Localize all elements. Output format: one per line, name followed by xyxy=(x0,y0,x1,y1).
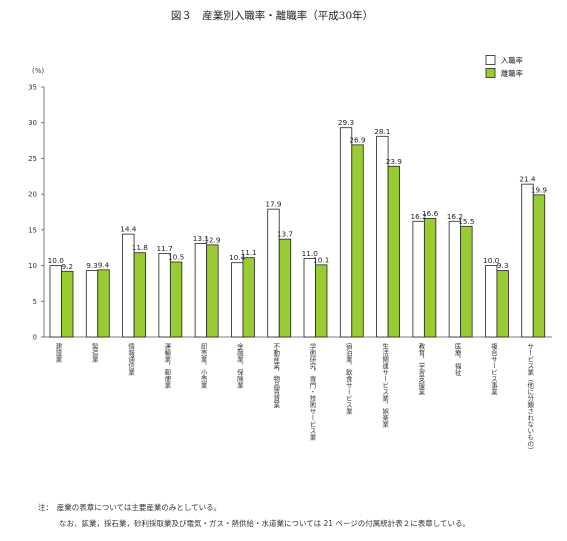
legend-label-separation-rate: 離職率 xyxy=(501,69,523,78)
category-label: 運輸業，郵便業 xyxy=(163,342,171,390)
value-label-separation-rate: 11.1 xyxy=(241,248,257,257)
y-tick-label: 20 xyxy=(28,191,37,199)
y-axis-unit-label: (%) xyxy=(32,67,44,75)
bar-separation-rate xyxy=(278,238,292,338)
value-labels: 10.09.2 9.3 9.414.411.8 11.710.513.112.910.… xyxy=(48,118,548,271)
legend-swatch-separation-rate xyxy=(485,68,496,78)
legend-label-hire-rate: 入職率 xyxy=(501,56,523,65)
category-label: サービス業（他に分類されないもの） xyxy=(526,343,534,454)
bar-hire-rate xyxy=(485,265,498,338)
bar-hire-rate xyxy=(376,135,389,338)
bars xyxy=(49,127,546,338)
bar-separation-rate xyxy=(133,252,146,338)
bar-separation-rate xyxy=(423,218,437,338)
value-label-hire-rate: 21.4 xyxy=(519,175,536,184)
value-label-separation-rate: 19.9 xyxy=(531,185,548,194)
footnote-2: なお、鉱業，採石業，砂利採取業及び電気・ガス・熱供給・水道業については 21 ペ… xyxy=(59,519,471,528)
value-label-separation-rate: 26.9 xyxy=(349,135,366,144)
category-label: 生活関連サービス業，娯楽業 xyxy=(381,342,389,429)
bar-separation-rate xyxy=(532,194,546,338)
value-label-hire-rate: 10.0 xyxy=(483,256,500,265)
bar-hire-rate xyxy=(412,220,425,338)
value-label-hire-rate: 16.2 xyxy=(447,212,463,221)
bar-hire-rate xyxy=(158,253,171,338)
y-tick-label: 5 xyxy=(33,298,37,306)
bar-separation-rate xyxy=(97,269,110,338)
value-label-separation-rate: 10.5 xyxy=(168,253,184,262)
value-label-hire-rate: 28.1 xyxy=(374,127,390,136)
bar-separation-rate xyxy=(206,244,219,338)
y-tick-label: 0 xyxy=(33,334,37,342)
category-label: 複合サービス事業 xyxy=(489,342,497,397)
bar-separation-rate xyxy=(315,264,328,338)
bar-hire-rate xyxy=(303,258,316,338)
category-labels: 建設業 製造業 情報通信業 運輸業，郵便業 卸売業，小売業 金融業，保険業 不動産業，物品賃… xyxy=(54,342,534,454)
value-label-hire-rate: 29.3 xyxy=(338,118,355,127)
value-label-hire-rate: 14.4 xyxy=(120,225,137,234)
footnote-1: 注： 産業の表章については主要産業のみとしている。 xyxy=(38,503,222,512)
value-label-separation-rate: 15.5 xyxy=(458,217,474,226)
y-tick-label: 10 xyxy=(28,262,37,270)
value-label-hire-rate: 10.0 xyxy=(48,256,65,265)
bar-separation-rate xyxy=(460,225,473,338)
bar-hire-rate xyxy=(267,208,280,338)
value-label-hire-rate: 9.3 xyxy=(86,261,98,270)
y-tick-label: 30 xyxy=(28,119,37,127)
value-label-hire-rate: 16.2 xyxy=(410,212,426,221)
value-label-separation-rate: 10.1 xyxy=(313,255,329,264)
y-tick-label: 35 xyxy=(28,84,37,92)
bar-separation-rate xyxy=(61,270,74,338)
bar-hire-rate xyxy=(85,270,99,338)
value-label-hire-rate: 11.7 xyxy=(156,244,173,253)
bar-hire-rate xyxy=(231,262,244,338)
bar-separation-rate xyxy=(387,165,400,338)
value-label-separation-rate: 9.4 xyxy=(98,260,110,269)
category-label: 建設業 xyxy=(54,342,62,364)
category-label: 金融業，保険業 xyxy=(235,342,243,390)
category-label: 卸売業，小売業 xyxy=(199,342,207,390)
value-label-separation-rate: 12.9 xyxy=(204,235,221,244)
category-label: 医療，福祉 xyxy=(453,343,461,377)
category-label: 宿泊業，飲食サービス業 xyxy=(344,342,352,416)
value-label-hire-rate: 10.4 xyxy=(229,253,246,262)
bar-separation-rate xyxy=(496,270,509,338)
value-label-separation-rate: 9.3 xyxy=(497,261,509,270)
bar-separation-rate xyxy=(351,144,364,338)
bar-hire-rate xyxy=(49,265,62,338)
y-tick-label: 25 xyxy=(28,155,37,163)
value-label-hire-rate: 11.0 xyxy=(302,249,319,258)
value-label-separation-rate: 13.7 xyxy=(277,230,294,239)
bar-separation-rate xyxy=(242,257,255,338)
value-label-hire-rate: 17.9 xyxy=(265,200,282,209)
y-tick-label: 15 xyxy=(28,226,37,234)
value-label-hire-rate: 13.1 xyxy=(193,234,209,243)
category-label: 情報通信業 xyxy=(127,342,135,377)
category-label: 製造業 xyxy=(90,342,98,364)
value-label-separation-rate: 11.8 xyxy=(132,243,149,252)
category-label: 教育，学習支援業 xyxy=(417,342,425,397)
bar-hire-rate xyxy=(448,220,462,338)
value-label-separation-rate: 23.9 xyxy=(386,157,403,166)
chart-title: 図３ 産業別入職率・離職率（平成30年） xyxy=(171,9,373,22)
bar-hire-rate xyxy=(339,127,353,338)
bar-hire-rate xyxy=(194,243,208,338)
y-axis-ticks: 0 5 10 15 20 25 30 35 xyxy=(28,84,44,342)
category-label: 学術研究，専門・技術サービス業 xyxy=(308,342,316,442)
bar-separation-rate xyxy=(169,261,183,338)
value-label-separation-rate: 9.2 xyxy=(61,262,73,271)
value-label-separation-rate: 16.6 xyxy=(422,209,439,218)
category-label: 不動産業，物品賃貸業 xyxy=(272,343,280,410)
bar-hire-rate xyxy=(521,183,534,338)
legend-swatch-hire-rate xyxy=(485,55,496,65)
